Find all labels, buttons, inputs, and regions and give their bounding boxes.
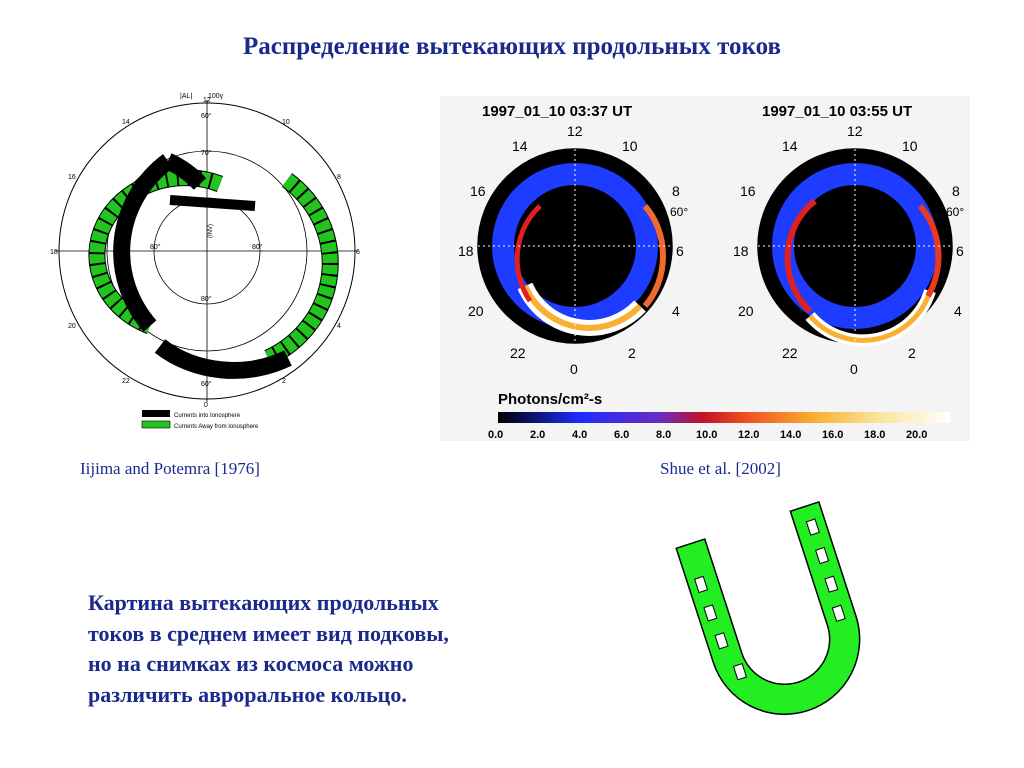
hour-label-12: 12 — [203, 97, 211, 104]
colorbar-ticks: 0.0 2.0 4.0 6.0 8.0 10.0 12.0 14.0 16.0 … — [488, 429, 927, 441]
panel-1-hour-22: 22 — [510, 345, 526, 361]
nail-hole — [732, 662, 748, 681]
nail-hole — [703, 604, 718, 622]
legend-into-swatch — [142, 410, 170, 417]
panel-1-lat-60: 60° — [670, 205, 688, 219]
auroral-panel-1: 1997_01_10 03:37 UT 12 14 10 16 8 18 6 2… — [458, 103, 688, 377]
panel-1-hour-2: 2 — [628, 345, 636, 361]
colorbar-title: Photons/cm²-s — [498, 391, 602, 408]
lat-label-bottom-80: 80° — [201, 295, 212, 303]
lat-label-left-80: 80° — [150, 243, 161, 251]
panel-2-hour-14: 14 — [782, 138, 798, 154]
hour-label-14: 14 — [122, 119, 130, 126]
caption-shue: Shue et al. [2002] — [660, 459, 781, 478]
hour-label-8: 8 — [337, 174, 341, 181]
panel-2-hour-16: 16 — [740, 183, 756, 199]
panel-2-hour-20: 20 — [738, 303, 754, 319]
nail-hole — [824, 575, 839, 593]
panel-1-hour-14: 14 — [512, 138, 528, 154]
hour-label-0: 0 — [204, 402, 208, 409]
nail-hole — [815, 546, 830, 565]
nail-hole — [714, 632, 729, 650]
lat-label-right-80: 80° — [252, 243, 263, 251]
colorbar-tick-7: 14.0 — [780, 429, 801, 441]
panel-2-hour-18: 18 — [733, 243, 749, 259]
panel-1-hour-20: 20 — [468, 303, 484, 319]
hour-label-20: 20 — [68, 323, 76, 330]
panel-1-hour-8: 8 — [672, 183, 680, 199]
legend-away-swatch — [141, 420, 171, 429]
caption-iijima: Iijima and Potemra [1976] — [80, 459, 260, 478]
colorbar-tick-10: 20.0 — [906, 429, 927, 441]
hour-label-4: 4 — [337, 323, 341, 330]
colorbar — [498, 412, 950, 423]
panel-2-hour-0: 0 — [850, 361, 858, 377]
panel-2-timestamp: 1997_01_10 03:55 UT — [762, 103, 912, 120]
away-currents-band — [88, 169, 339, 366]
body-line-3: но на снимках из космоса можно — [88, 651, 414, 676]
legend-into-label: Currents into Ionosphere — [174, 413, 241, 419]
horseshoe-illustration — [675, 501, 861, 716]
panel-1-hour-0: 0 — [570, 361, 578, 377]
lat-label-top-70: 70° — [201, 149, 212, 157]
hour-label-22: 22 — [122, 378, 130, 385]
colorbar-tick-0: 0.0 — [488, 429, 503, 441]
panel-2-hour-8: 8 — [952, 183, 960, 199]
nail-hole — [694, 575, 709, 594]
panel-1-hour-6: 6 — [676, 243, 684, 259]
panel-2-hour-2: 2 — [908, 345, 916, 361]
into-currents-band — [113, 153, 292, 379]
shue-auroral-images: 1997_01_10 03:37 UT 12 14 10 16 8 18 6 2… — [440, 96, 970, 441]
iijima-potemra-diagram: |AL| 100γ 12 14 10 16 8 18 6 20 4 22 2 0… — [50, 93, 360, 430]
panel-1-hour-4: 4 — [672, 303, 680, 319]
panel-2-hour-22: 22 — [782, 345, 798, 361]
lat-label-bottom-60: 60° — [201, 380, 212, 388]
colorbar-tick-6: 12.0 — [738, 429, 759, 441]
body-line-4: различить авроральное кольцо. — [88, 681, 407, 707]
legend-away-label: Currents Away from Ionosphere — [174, 424, 259, 430]
auroral-panel-2: 1997_01_10 03:55 UT 12 14 10 16 8 18 6 2… — [733, 103, 964, 377]
colorbar-tick-1: 2.0 — [530, 429, 545, 441]
lat-label-top-60: 60° — [201, 112, 212, 120]
colorbar-tick-9: 18.0 — [864, 429, 885, 441]
panel-2-hour-12: 12 — [847, 123, 863, 139]
hour-label-2: 2 — [282, 378, 286, 385]
panel-1-hour-18: 18 — [458, 243, 474, 259]
panel-2-hour-4: 4 — [954, 303, 962, 319]
panel-2-hour-6: 6 — [956, 243, 964, 259]
panel-1-hour-10: 10 — [622, 138, 638, 154]
colorbar-tick-2: 4.0 — [572, 429, 587, 441]
inv-axis-label: (INV) — [208, 224, 214, 238]
panel-1-hour-16: 16 — [470, 183, 486, 199]
panel-1-timestamp: 1997_01_10 03:37 UT — [482, 103, 632, 120]
hour-label-6: 6 — [356, 249, 360, 256]
body-line-1: Картина вытекающих продольных — [88, 590, 439, 615]
body-line-2: токов в среднем имеет вид подковы, — [88, 620, 449, 646]
colorbar-tick-4: 8.0 — [656, 429, 671, 441]
hour-label-10: 10 — [282, 119, 290, 126]
body-paragraph: Картина вытекающих продольных токов в ср… — [88, 588, 568, 710]
colorbar-tick-3: 6.0 — [614, 429, 629, 441]
horseshoe-body — [675, 501, 861, 716]
colorbar-tick-8: 16.0 — [822, 429, 843, 441]
hour-label-16: 16 — [68, 174, 76, 181]
al-header-label: |AL| — [180, 93, 192, 100]
panel-2-lat-60: 60° — [946, 205, 964, 219]
hour-label-18: 18 — [50, 249, 58, 256]
nail-hole — [831, 604, 846, 622]
slide-title: Распределение вытекающих продольных токо… — [243, 33, 781, 60]
nail-hole — [805, 518, 820, 536]
panel-1-hour-12: 12 — [567, 123, 583, 139]
al-header-value: 100γ — [208, 93, 224, 100]
colorbar-tick-5: 10.0 — [696, 429, 717, 441]
panel-2-hour-10: 10 — [902, 138, 918, 154]
